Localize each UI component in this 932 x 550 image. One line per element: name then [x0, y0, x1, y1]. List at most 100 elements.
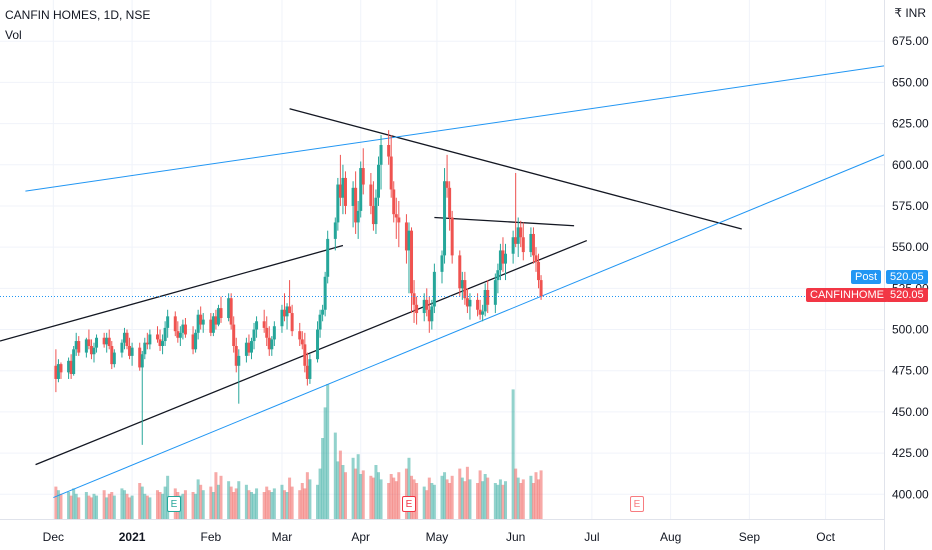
- volume-bar: [102, 490, 106, 519]
- volume-bar: [128, 497, 132, 519]
- volume-bar: [504, 481, 508, 519]
- volume-bar: [216, 484, 220, 519]
- time-tick-label: 2021: [119, 530, 146, 544]
- candle-body: [468, 299, 472, 307]
- candle-body: [219, 308, 223, 318]
- volume-indicator-label[interactable]: Vol: [5, 28, 22, 42]
- candle-body: [361, 168, 365, 185]
- volume-bar: [270, 492, 274, 519]
- candle-body: [394, 214, 398, 218]
- volume-bar: [120, 488, 124, 519]
- volume-bar: [463, 481, 467, 519]
- volume-bar: [493, 483, 497, 519]
- volume-bar: [161, 493, 165, 519]
- candle-body: [181, 324, 185, 333]
- candle-body: [201, 319, 205, 325]
- time-tick-label: Oct: [816, 530, 835, 544]
- candle-body: [430, 306, 434, 322]
- time-tick-label: Dec: [43, 530, 64, 544]
- volume-bar: [397, 472, 401, 519]
- candle-body: [216, 308, 220, 325]
- volume-bar: [481, 481, 485, 519]
- volume-bar: [448, 483, 452, 519]
- candle-body: [303, 344, 307, 366]
- candle-body: [323, 276, 327, 310]
- price-tick-label: 425.00: [892, 446, 929, 460]
- volume-bar: [478, 470, 482, 519]
- trendlines[interactable]: [0, 65, 885, 499]
- volume-bar: [359, 474, 363, 519]
- volume-bar: [227, 481, 231, 519]
- price-axis[interactable]: 400.00425.00450.00475.00500.00525.00550.…: [892, 34, 929, 501]
- volume-bar: [361, 470, 365, 519]
- volume-bar: [138, 483, 142, 519]
- candle-body: [252, 329, 256, 342]
- candle-body: [412, 293, 416, 305]
- earnings-marker-upcoming[interactable]: E: [630, 496, 644, 512]
- volume-bar: [247, 490, 251, 519]
- candle-body: [178, 332, 182, 338]
- currency-label[interactable]: ₹ INR: [894, 6, 926, 20]
- candle-body: [498, 250, 502, 271]
- candle-body: [300, 339, 304, 345]
- earnings-marker-feb[interactable]: E: [167, 496, 181, 512]
- price-tick-label: 450.00: [892, 405, 929, 419]
- candle-body: [234, 346, 238, 366]
- candle-body: [285, 306, 289, 317]
- candle-body: [440, 255, 444, 272]
- post-market-label: Post: [851, 270, 882, 285]
- candle-body: [392, 189, 396, 215]
- volume-bar: [483, 474, 487, 519]
- candle-body: [529, 233, 533, 253]
- volume-bar: [56, 490, 60, 519]
- price-tick-label: 575.00: [892, 199, 929, 213]
- candle-body: [463, 280, 467, 299]
- candle-body: [158, 339, 162, 346]
- volume-bar: [95, 495, 99, 519]
- volume-bar: [308, 479, 312, 519]
- volume-bar: [59, 493, 63, 519]
- candle-body: [270, 339, 274, 350]
- candle-body: [244, 342, 248, 356]
- volume-bar: [89, 497, 93, 519]
- volume-bar: [537, 479, 541, 519]
- earnings-marker-may[interactable]: E: [402, 496, 416, 512]
- price-tick-label: 400.00: [892, 487, 929, 501]
- volume-bar: [404, 468, 408, 519]
- volume-bar: [496, 484, 500, 519]
- candle-body: [140, 354, 144, 368]
- candle-body: [229, 298, 233, 325]
- volume-bar: [529, 475, 533, 519]
- candle-body: [387, 144, 391, 157]
- candle-body: [77, 341, 81, 353]
- volume-bar: [145, 495, 149, 519]
- candle-body: [415, 304, 419, 314]
- volume-bar: [74, 493, 78, 519]
- candle-body: [112, 352, 116, 365]
- volume-bar: [511, 389, 515, 519]
- volume-bar: [112, 495, 116, 519]
- candle-body: [308, 359, 312, 379]
- volume-bar: [262, 492, 266, 519]
- volume-bar: [392, 477, 396, 519]
- black-trendline: [35, 239, 588, 466]
- volume-bar: [92, 493, 96, 519]
- time-axis[interactable]: Dec 2021 Feb Mar Apr May Jun Jul Aug Sep Oct: [43, 530, 836, 544]
- time-tick-label: Jul: [584, 530, 599, 544]
- candle-body: [69, 360, 73, 375]
- symbol-title[interactable]: CANFIN HOMES, 1D, NSE: [5, 8, 151, 22]
- candle-body: [425, 299, 429, 310]
- candle-body: [89, 346, 93, 355]
- time-tick-label: Apr: [351, 530, 370, 544]
- volume-bar: [415, 483, 419, 519]
- volume-bar: [290, 486, 294, 519]
- volume-bar: [516, 477, 520, 519]
- candle-body: [145, 342, 149, 345]
- volume-bar: [387, 483, 391, 519]
- black-trendline: [0, 244, 344, 342]
- volume-bar: [158, 492, 162, 519]
- candle-body: [493, 280, 497, 305]
- candle-body: [374, 197, 378, 225]
- candle-body: [389, 156, 393, 190]
